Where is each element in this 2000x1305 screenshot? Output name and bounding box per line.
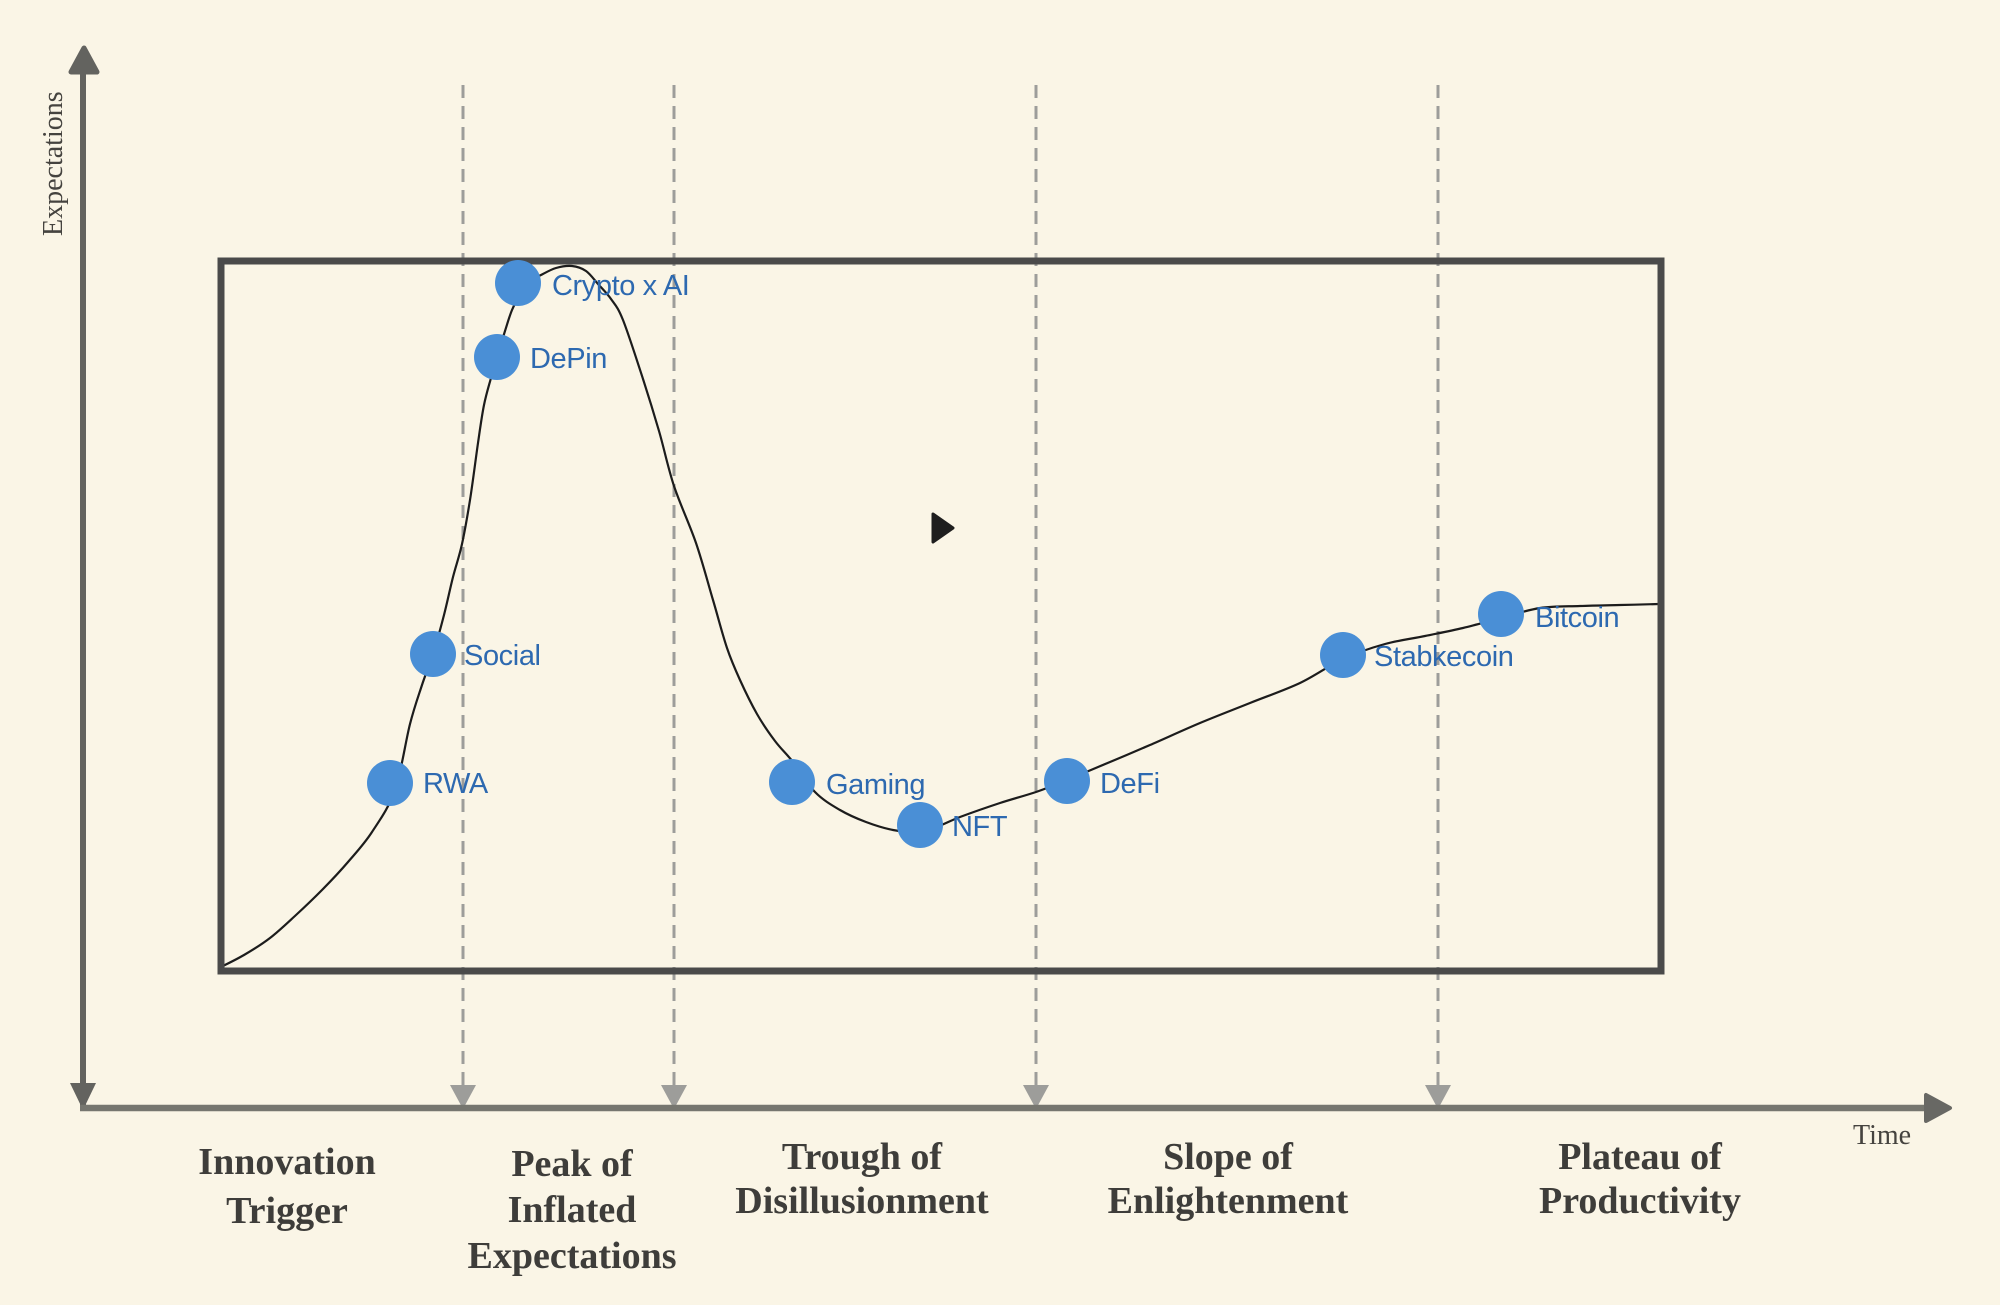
svg-text:Plateau of: Plateau of: [1558, 1136, 1723, 1178]
svg-text:Enlightenment: Enlightenment: [1108, 1180, 1349, 1222]
svg-text:Slope of: Slope of: [1163, 1136, 1294, 1178]
svg-text:Bitcoin: Bitcoin: [1535, 602, 1619, 634]
svg-text:Inflated: Inflated: [508, 1189, 637, 1231]
svg-text:Gaming: Gaming: [826, 769, 925, 801]
svg-text:Time: Time: [1853, 1120, 1911, 1151]
svg-text:Peak of: Peak of: [511, 1143, 634, 1185]
svg-text:Innovation: Innovation: [198, 1141, 375, 1183]
svg-text:Expectations: Expectations: [468, 1235, 677, 1277]
svg-text:Crypto x AI: Crypto x AI: [552, 270, 689, 302]
svg-text:Disillusionment: Disillusionment: [735, 1180, 989, 1222]
svg-text:Trigger: Trigger: [226, 1190, 348, 1232]
svg-text:Trough of: Trough of: [782, 1136, 943, 1178]
svg-text:RWA: RWA: [423, 768, 489, 800]
svg-text:Social: Social: [464, 640, 541, 672]
svg-text:Productivity: Productivity: [1539, 1180, 1741, 1222]
svg-text:DeFi: DeFi: [1100, 768, 1160, 800]
svg-text:NFT: NFT: [952, 811, 1008, 843]
svg-text:Stabkecoin: Stabkecoin: [1374, 641, 1514, 673]
svg-text:DePin: DePin: [530, 343, 607, 375]
svg-text:Expectations: Expectations: [38, 91, 69, 236]
